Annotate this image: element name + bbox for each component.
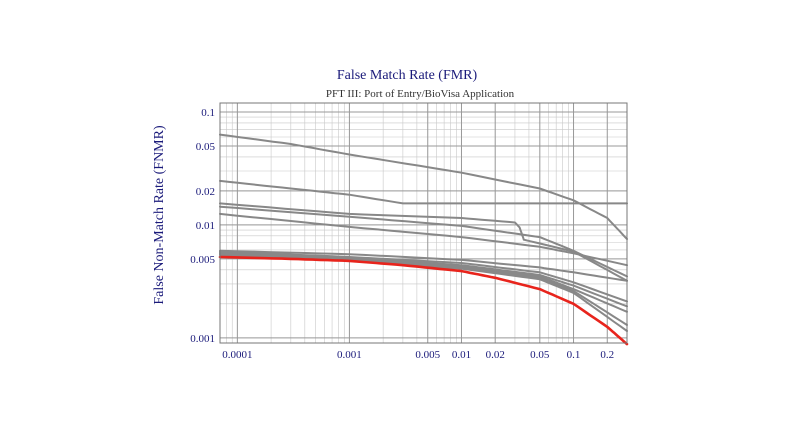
curves [218, 133, 629, 346]
highlighted-curve [218, 255, 629, 346]
curve-5 [219, 249, 628, 282]
x-tick-label: 0.005 [415, 349, 440, 361]
y-tick-label: 0.01 [196, 220, 215, 232]
x-tick-label: 0.02 [486, 349, 505, 361]
y-tick-label: 0.02 [196, 186, 215, 198]
curve-1 [219, 179, 628, 205]
chart-subtitle: PFT III: Port of Entry/BioVisa Applicati… [326, 88, 515, 100]
x-tick-label: 0.0001 [222, 349, 252, 361]
y-tick-label: 0.05 [196, 141, 216, 153]
y-tick-label: 0.1 [201, 107, 215, 119]
x-tick-label: 0.05 [530, 349, 550, 361]
curve-0 [219, 133, 628, 240]
curve-2 [219, 202, 628, 282]
curve-4 [219, 212, 628, 267]
y-tick-label: 0.001 [190, 333, 215, 345]
y-tick-label: 0.005 [190, 254, 215, 266]
x-tick-label: 0.01 [452, 349, 471, 361]
plot-frame [219, 102, 628, 344]
y-axis-label: False Non-Match Rate (FNMR) [152, 125, 167, 305]
x-tick-label: 0.001 [337, 349, 362, 361]
chart-title: False Match Rate (FMR) [337, 68, 478, 83]
x-tick-label: 0.2 [600, 349, 614, 361]
x-tick-label: 0.1 [567, 349, 581, 361]
tick-labels: 0.0001 0.001 0.005 0.01 0.02 0.05 0.1 0.2 0.1 0.0… [190, 107, 614, 361]
